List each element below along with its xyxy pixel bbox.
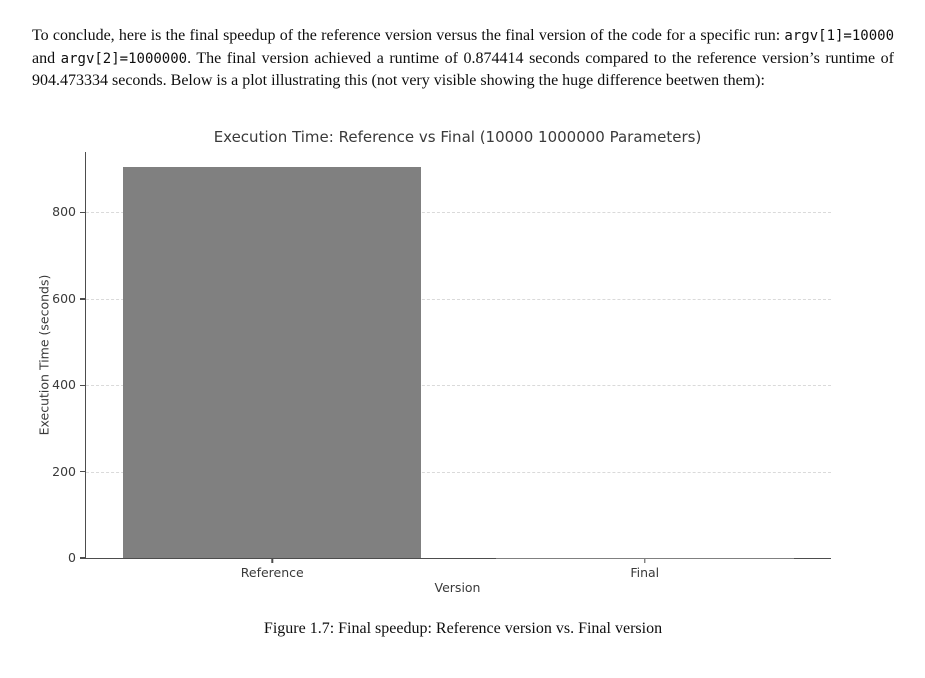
y-tick-label: 800	[52, 204, 76, 220]
bar-reference	[123, 167, 422, 558]
paragraph-text: To conclude, here is the final speedup o…	[32, 27, 785, 44]
y-tick-label: 200	[52, 463, 76, 479]
x-tick-label: Final	[630, 565, 660, 580]
x-tick-mark	[271, 559, 273, 563]
gridline	[86, 385, 831, 387]
chart-title: Execution Time: Reference vs Final (1000…	[213, 128, 702, 146]
y-tick-mark	[79, 384, 86, 386]
paragraph-text: and	[32, 49, 61, 67]
y-tick-mark	[79, 557, 86, 559]
inline-code-argv2: argv[2]=1000000	[60, 50, 188, 67]
x-tick-mark	[644, 559, 646, 563]
paragraph-text: . The final version achieved a runtime o…	[32, 49, 894, 90]
gridline	[86, 471, 831, 473]
figure-caption: Figure 1.7: Final speedup: Reference ver…	[263, 620, 663, 637]
plot-area: 0 200 400 600 800 Reference Final	[52, 152, 831, 580]
y-tick-label: 600	[52, 290, 76, 306]
inline-code-argv1: argv[1]=10000	[784, 28, 894, 44]
x-axis-label: Version	[434, 580, 481, 595]
gridline	[86, 298, 831, 300]
y-tick-label: 0	[68, 550, 76, 565]
y-tick-mark	[79, 298, 86, 300]
y-tick-mark	[79, 470, 86, 473]
body-paragraph: To conclude, here is the final speedup o…	[32, 25, 894, 93]
y-tick-label: 400	[52, 377, 76, 393]
gridline	[86, 212, 831, 214]
y-tick-mark	[79, 211, 86, 214]
x-tick-label: Reference	[240, 565, 304, 580]
